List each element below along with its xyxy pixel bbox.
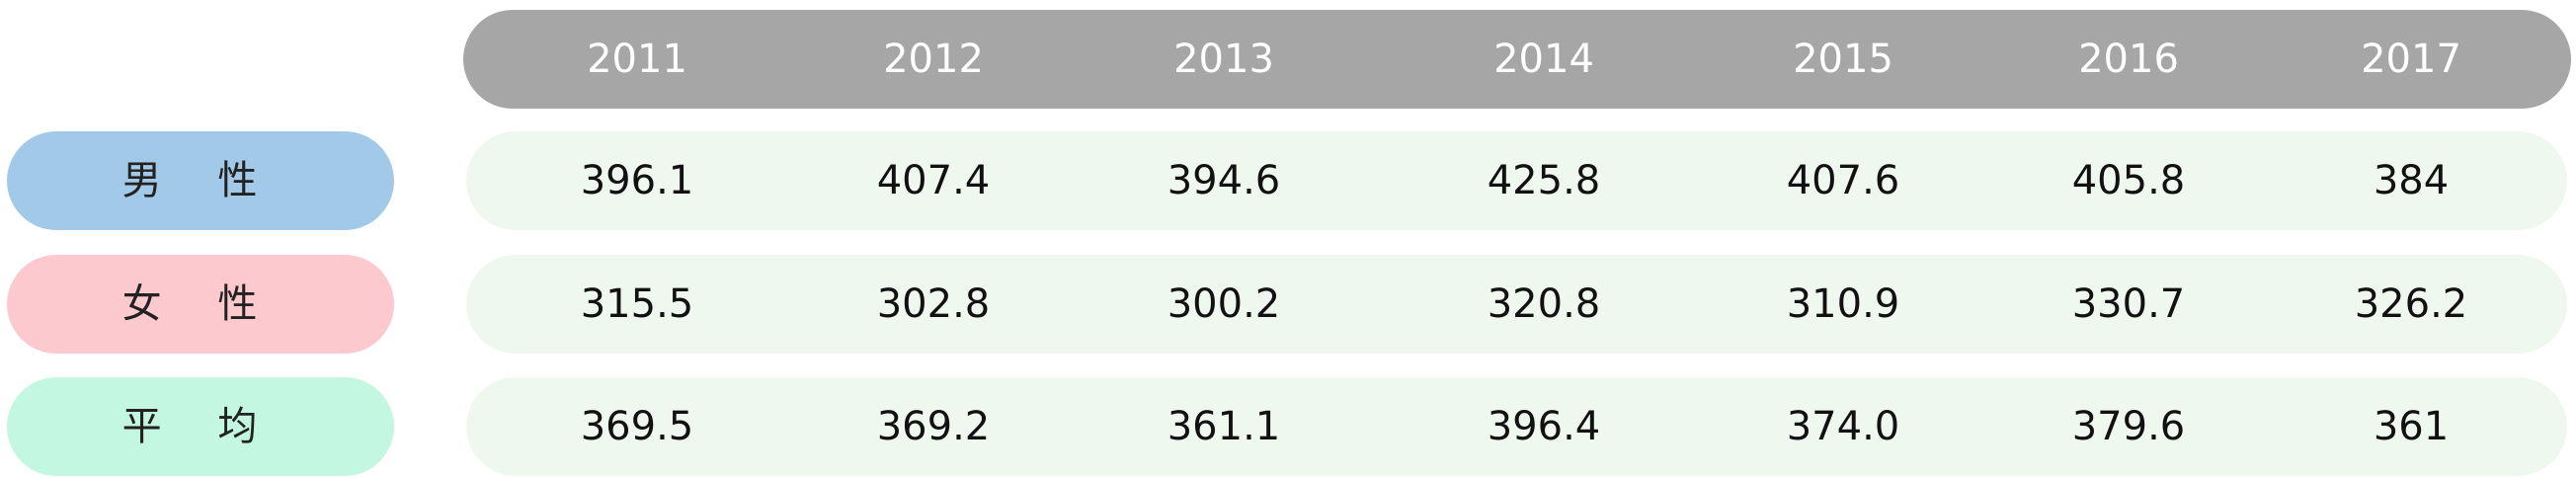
value-cell: 369.5 [580, 404, 694, 449]
value-cell: 369.2 [876, 404, 991, 449]
year-header: 2016 [2078, 37, 2179, 82]
value-cell: 405.8 [2071, 158, 2186, 203]
value-cell: 407.4 [876, 158, 991, 203]
value-cell: 374.0 [1786, 404, 1900, 449]
row-background [466, 131, 2567, 230]
row-background [466, 377, 2567, 476]
value-cell: 361 [2373, 404, 2450, 449]
value-cell: 379.6 [2071, 404, 2186, 449]
value-cell: 310.9 [1786, 281, 1900, 327]
value-cell: 407.6 [1786, 158, 1900, 203]
row-background [466, 255, 2567, 354]
year-header: 2014 [1493, 37, 1594, 82]
year-header: 2013 [1173, 37, 1274, 82]
row-label: 平 均 [7, 377, 394, 476]
year-header: 2017 [2361, 37, 2461, 82]
year-header: 2012 [883, 37, 984, 82]
value-cell: 361.1 [1167, 404, 1281, 449]
value-cell: 302.8 [876, 281, 991, 327]
value-cell: 396.1 [580, 158, 694, 203]
year-header: 2011 [587, 37, 687, 82]
value-cell: 315.5 [580, 281, 694, 327]
row-label: 男 性 [7, 131, 394, 230]
header-bar [463, 10, 2571, 109]
value-cell: 330.7 [2071, 281, 2186, 327]
row-label: 女 性 [7, 255, 394, 354]
value-cell: 326.2 [2354, 281, 2468, 327]
value-cell: 396.4 [1487, 404, 1601, 449]
value-cell: 320.8 [1487, 281, 1601, 327]
year-header: 2015 [1793, 37, 1893, 82]
value-cell: 425.8 [1487, 158, 1601, 203]
value-cell: 384 [2373, 158, 2450, 203]
value-cell: 394.6 [1167, 158, 1281, 203]
value-cell: 300.2 [1167, 281, 1281, 327]
